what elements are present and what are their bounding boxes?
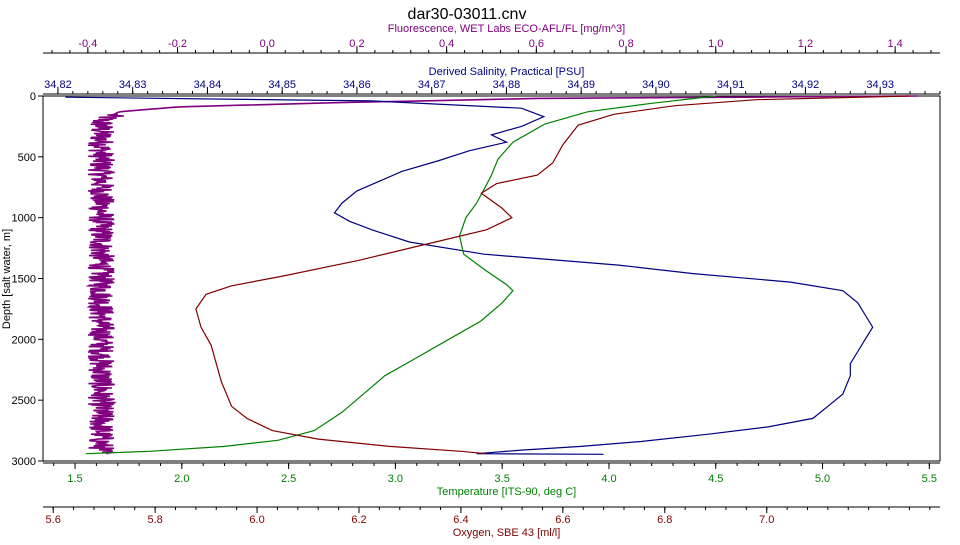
axes-layer: 0 500 1000 1500 2000 2500 3000 -0.4 -0.2 0.0 0.2 0.… <box>12 23 941 539</box>
x-tick-label-temperature: 2.5 <box>281 473 296 485</box>
x-tick-label-salinity: 34.90 <box>642 79 670 91</box>
x-tick-label-salinity: 34.86 <box>343 79 371 91</box>
x-tick-label-salinity: 34.87 <box>418 79 446 91</box>
x-tick-label-temperature: 1.5 <box>67 473 82 485</box>
y-tick-label: 1000 <box>12 213 36 225</box>
x-tick-label-salinity: 34.82 <box>44 79 72 91</box>
series-oxygen <box>195 95 910 455</box>
y-tick-label: 1500 <box>12 274 36 286</box>
x-tick-label-oxygen: 5.6 <box>46 514 61 526</box>
x-tick-label-oxygen: 6.6 <box>555 514 570 526</box>
y-tick-label: 500 <box>18 152 36 164</box>
x-tick-label-fluorescence: -0.4 <box>78 38 97 50</box>
x-axis-salinity: 34.82 34.83 34.84 34.85 34.86 34.87 34.88 34.89… <box>43 66 941 95</box>
chart-title: dar30-03011.cnv <box>408 6 527 23</box>
series-line-temperature <box>85 95 716 455</box>
x-tick-label-oxygen: 6.0 <box>249 514 264 526</box>
x-tick-label-fluorescence: 0.8 <box>618 38 633 50</box>
series-line-oxygen <box>195 95 910 455</box>
y-tick-label: 0 <box>30 91 36 103</box>
x-tick-label-oxygen: 6.4 <box>453 514 468 526</box>
x-axis-title-salinity: Derived Salinity, Practical [PSU] <box>429 66 585 78</box>
x-tick-label-salinity: 34.83 <box>119 79 147 91</box>
x-tick-label-temperature: 4.5 <box>708 473 723 485</box>
x-tick-label-fluorescence: 1.4 <box>888 38 903 50</box>
x-tick-label-temperature: 2.0 <box>174 473 189 485</box>
x-axis-fluorescence: -0.4 -0.2 0.0 0.2 0.4 0.6 0.8 1.0 1.2 1.4 Fluoresc… <box>43 23 940 54</box>
y-tick-label: 2000 <box>12 334 36 346</box>
x-tick-label-oxygen: 6.2 <box>351 514 366 526</box>
series-line-fluorescence <box>85 95 918 455</box>
x-tick-label-temperature: 5.5 <box>922 473 937 485</box>
series-temperature <box>85 95 716 455</box>
x-tick-label-temperature: 4.0 <box>601 473 616 485</box>
x-tick-label-fluorescence: -0.2 <box>168 38 187 50</box>
x-axis-title-temperature: Temperature [ITS-90, deg C] <box>437 486 576 498</box>
x-tick-label-oxygen: 7.0 <box>759 514 774 526</box>
series-salinity <box>65 96 874 455</box>
series-layer <box>65 95 918 455</box>
y-axis-label: Depth [salt water, m] <box>1 229 13 329</box>
y-tick-label: 3000 <box>12 456 36 468</box>
x-tick-label-fluorescence: 1.2 <box>798 38 813 50</box>
x-axis-title-fluorescence: Fluorescence, WET Labs ECO-AFL/FL [mg/m^… <box>388 23 625 35</box>
x-tick-label-salinity: 34.89 <box>567 79 595 91</box>
x-tick-label-fluorescence: 1.0 <box>708 38 723 50</box>
series-line-salinity <box>65 96 874 455</box>
x-tick-label-salinity: 34.93 <box>866 79 894 91</box>
x-tick-label-salinity: 34.85 <box>268 79 296 91</box>
x-tick-label-temperature: 3.5 <box>495 473 510 485</box>
x-tick-label-salinity: 34.92 <box>792 79 820 91</box>
x-tick-label-salinity: 34.88 <box>493 79 521 91</box>
x-tick-label-oxygen: 6.8 <box>657 514 672 526</box>
x-tick-label-temperature: 5.0 <box>815 473 830 485</box>
x-tick-label-fluorescence: 0.0 <box>260 38 275 50</box>
x-tick-label-fluorescence: 0.6 <box>529 38 544 50</box>
x-tick-label-salinity: 34.84 <box>194 79 222 91</box>
x-tick-label-fluorescence: 0.4 <box>439 38 454 50</box>
y-tick-label: 2500 <box>12 395 36 407</box>
series-fluorescence <box>85 95 918 455</box>
x-tick-label-temperature: 3.0 <box>388 473 403 485</box>
x-axis-title-oxygen: Oxygen, SBE 43 [ml/l] <box>453 527 561 539</box>
plot-area-frame <box>42 95 941 462</box>
x-axis-temperature: 1.5 2.0 2.5 3.0 3.5 4.0 4.5 5.0 5.5 Temperature [… <box>43 462 940 498</box>
x-tick-label-salinity: 34.91 <box>717 79 745 91</box>
x-tick-label-fluorescence: 0.2 <box>349 38 364 50</box>
x-axis-oxygen: 5.6 5.8 6.0 6.2 6.4 6.6 6.8 7.0 Oxygen, SBE 43 [… <box>43 506 940 539</box>
x-tick-label-oxygen: 5.8 <box>147 514 162 526</box>
